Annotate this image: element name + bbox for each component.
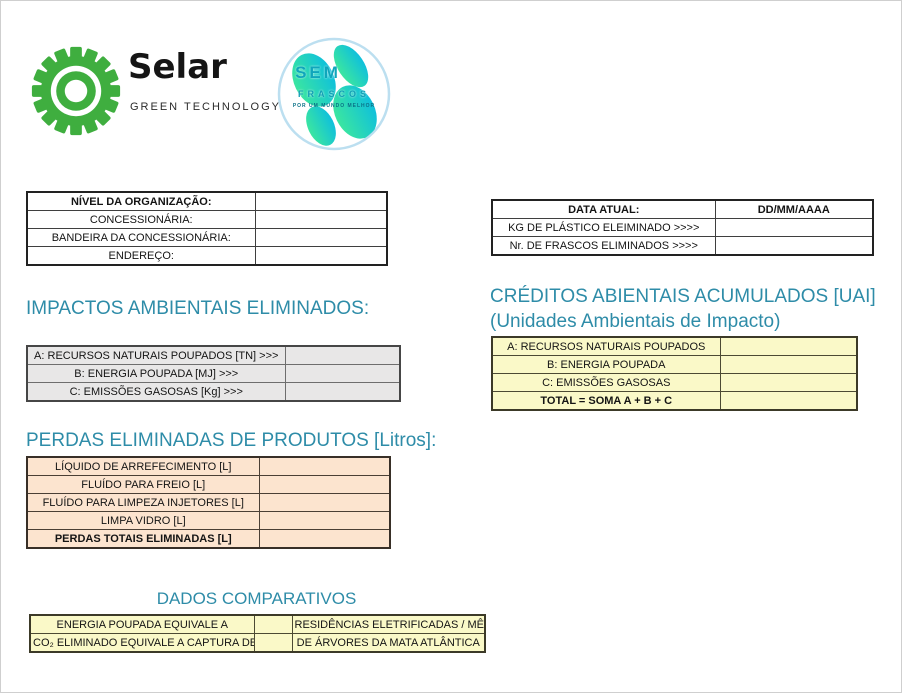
- impactos-value-cell[interactable]: [284, 345, 401, 365]
- dados-comparativos-table: ENERGIA POUPADA EQUIVALE A RESIDÊNCIAS E…: [29, 614, 486, 653]
- table-row: CONCESSIONÁRIA:: [26, 210, 388, 229]
- org-value-cell[interactable]: [254, 228, 388, 247]
- creditos-heading-line2: (Unidades Ambientais de Impacto): [490, 311, 781, 332]
- table-row: TOTAL = SOMA A + B + C: [491, 391, 858, 411]
- perdas-value-cell[interactable]: [258, 475, 391, 494]
- dados-heading: DADOS COMPARATIVOS: [156, 589, 357, 608]
- perdas-total-value-cell[interactable]: [258, 529, 391, 549]
- table-row: B: ENERGIA POUPADA: [491, 355, 858, 374]
- org-label-cell: BANDEIRA DA CONCESSIONÁRIA:: [26, 228, 256, 247]
- date-value-cell[interactable]: DD/MM/AAAA: [714, 199, 874, 219]
- org-label-cell: ENDEREÇO:: [26, 246, 256, 266]
- creditos-total-value-cell[interactable]: [719, 391, 858, 411]
- table-row: PERDAS TOTAIS ELIMINADAS [L]: [26, 529, 391, 549]
- table-row: A: RECURSOS NATURAIS POUPADOS [TN] >>>: [26, 345, 401, 365]
- impactos-heading: IMPACTOS AMBIENTAIS ELIMINADOS:: [26, 298, 370, 319]
- sem-logo-tagline: POR UM MUNDO MELHOR: [292, 103, 376, 109]
- table-row: FLUÍDO PARA FREIO [L]: [26, 475, 391, 494]
- creditos-heading: CRÉDITOS ABIENTAIS ACUMULADOS [UAI] (Uni…: [490, 284, 890, 334]
- creditos-table: A: RECURSOS NATURAIS POUPADOS B: ENERGIA…: [491, 336, 858, 411]
- creditos-label-cell: A: RECURSOS NATURAIS POUPADOS: [491, 336, 721, 356]
- org-label-cell: CONCESSIONÁRIA:: [26, 210, 256, 229]
- creditos-value-cell[interactable]: [719, 336, 858, 356]
- table-row: BANDEIRA DA CONCESSIONÁRIA:: [26, 228, 388, 247]
- table-row: C: EMISSÕES GASOSAS [Kg] >>>: [26, 382, 401, 402]
- perdas-label-cell: FLUÍDO PARA FREIO [L]: [26, 475, 260, 494]
- dados-right-label-cell: DE ÁRVORES DA MATA ATLÂNTICA: [291, 633, 486, 653]
- impactos-value-cell[interactable]: [284, 382, 401, 402]
- perdas-value-cell[interactable]: [258, 511, 391, 530]
- selar-gear-logo-icon: [31, 46, 121, 136]
- sem-frascos-logo: SEM FRASCOS POR UM MUNDO MELHOR: [277, 37, 391, 151]
- selar-tagline: GREEN TECHNOLOGY: [130, 101, 281, 113]
- data-value-cell[interactable]: [714, 218, 874, 237]
- perdas-label-cell: LÍQUIDO DE ARREFECIMENTO [L]: [26, 456, 260, 476]
- table-row: B: ENERGIA POUPADA [MJ] >>>: [26, 364, 401, 383]
- perdas-total-label-cell: PERDAS TOTAIS ELIMINADAS [L]: [26, 529, 260, 549]
- perdas-heading: PERDAS ELIMINADAS DE PRODUTOS [Litros]:: [26, 430, 437, 451]
- dados-value-cell[interactable]: [253, 614, 293, 634]
- dados-right-label-cell: RESIDÊNCIAS ELETRIFICADAS / MÊS: [291, 614, 486, 634]
- table-row: C: EMISSÕES GASOSAS: [491, 373, 858, 392]
- organization-table: NÍVEL DA ORGANIZAÇÃO: CONCESSIONÁRIA: BA…: [26, 191, 388, 266]
- table-row: KG DE PLÁSTICO ELEIMINADO >>>>: [491, 218, 874, 237]
- dados-value-cell[interactable]: [253, 633, 293, 653]
- perdas-value-cell[interactable]: [258, 493, 391, 512]
- table-row: FLUÍDO PARA LIMPEZA INJETORES [L]: [26, 493, 391, 512]
- selar-wordmark: Selar: [128, 47, 227, 87]
- perdas-label-cell: LIMPA VIDRO [L]: [26, 511, 260, 530]
- org-value-cell[interactable]: [254, 210, 388, 229]
- impactos-label-cell: C: EMISSÕES GASOSAS [Kg] >>>: [26, 382, 286, 402]
- data-label-cell: Nr. DE FRASCOS ELIMINADOS >>>>: [491, 236, 716, 256]
- perdas-table: LÍQUIDO DE ARREFECIMENTO [L] FLUÍDO PARA…: [26, 456, 391, 549]
- table-row: DATA ATUAL: DD/MM/AAAA: [491, 199, 874, 219]
- table-row: ENDEREÇO:: [26, 246, 388, 266]
- table-row: LÍQUIDO DE ARREFECIMENTO [L]: [26, 456, 391, 476]
- impactos-value-cell[interactable]: [284, 364, 401, 383]
- table-row: LIMPA VIDRO [L]: [26, 511, 391, 530]
- table-row: CO₂ ELIMINADO EQUIVALE A CAPTURA DE DE Á…: [29, 633, 486, 653]
- org-value-cell[interactable]: [254, 246, 388, 266]
- table-row: Nr. DE FRASCOS ELIMINADOS >>>>: [491, 236, 874, 256]
- table-row: ENERGIA POUPADA EQUIVALE A RESIDÊNCIAS E…: [29, 614, 486, 634]
- sem-logo-title: SEM: [295, 63, 341, 82]
- creditos-heading-line1: CRÉDITOS ABIENTAIS ACUMULADOS [UAI]: [490, 286, 876, 307]
- sem-frascos-leaves-icon: [277, 37, 391, 151]
- creditos-label-cell: C: EMISSÕES GASOSAS: [491, 373, 721, 392]
- dados-left-label-cell: ENERGIA POUPADA EQUIVALE A: [29, 614, 255, 634]
- creditos-value-cell[interactable]: [719, 355, 858, 374]
- impactos-label-cell: A: RECURSOS NATURAIS POUPADOS [TN] >>>: [26, 345, 286, 365]
- impactos-label-cell: B: ENERGIA POUPADA [MJ] >>>: [26, 364, 286, 383]
- current-data-table: DATA ATUAL: DD/MM/AAAA KG DE PLÁSTICO EL…: [491, 199, 874, 256]
- dados-left-label-cell: CO₂ ELIMINADO EQUIVALE A CAPTURA DE: [29, 633, 255, 653]
- perdas-value-cell[interactable]: [258, 456, 391, 476]
- org-value-cell[interactable]: [254, 191, 388, 211]
- creditos-value-cell[interactable]: [719, 373, 858, 392]
- creditos-label-cell: B: ENERGIA POUPADA: [491, 355, 721, 374]
- data-value-cell[interactable]: [714, 236, 874, 256]
- perdas-label-cell: FLUÍDO PARA LIMPEZA INJETORES [L]: [26, 493, 260, 512]
- table-row: NÍVEL DA ORGANIZAÇÃO:: [26, 191, 388, 211]
- sem-logo-subtitle: FRASCOS: [297, 89, 370, 99]
- data-label-cell: DATA ATUAL:: [491, 199, 716, 219]
- table-row: A: RECURSOS NATURAIS POUPADOS: [491, 336, 858, 356]
- org-label-cell: NÍVEL DA ORGANIZAÇÃO:: [26, 191, 256, 211]
- creditos-total-label-cell: TOTAL = SOMA A + B + C: [491, 391, 721, 411]
- impactos-table: A: RECURSOS NATURAIS POUPADOS [TN] >>> B…: [26, 345, 401, 402]
- data-label-cell: KG DE PLÁSTICO ELEIMINADO >>>>: [491, 218, 716, 237]
